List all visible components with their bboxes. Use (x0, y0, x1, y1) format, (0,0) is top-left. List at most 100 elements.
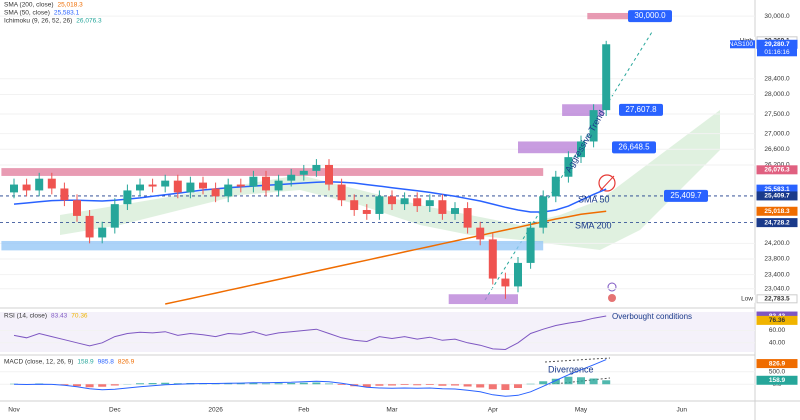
y-tick-label: 26,200.0 (764, 162, 790, 169)
x-tick-label: Dec (109, 407, 121, 414)
candle-body (186, 182, 195, 193)
y-tick-label: 28,000.0 (764, 91, 790, 98)
countdown: 01:16:16 (764, 49, 790, 56)
candle-body (488, 239, 497, 279)
pane-title: MACD (close, 12, 26, 9) (4, 359, 73, 366)
candle-body (564, 157, 573, 177)
rsi-line (13, 315, 607, 351)
candle-body (123, 190, 132, 205)
histogram-bar (148, 383, 157, 385)
price-label: 25,018.3 (764, 208, 790, 215)
overbought-band (0, 312, 755, 352)
x-tick-label: Apr (488, 407, 499, 414)
zone (1, 168, 544, 176)
highlight-arrow (599, 175, 615, 192)
candle-body (85, 215, 94, 238)
annotation-box (628, 10, 672, 23)
candle-body (539, 196, 548, 228)
candle-body (199, 182, 207, 189)
candle-body (589, 110, 598, 142)
price-tag: NAS100 (729, 41, 754, 48)
readout: 985.8 (98, 359, 115, 366)
candle-body (375, 196, 384, 214)
candle-body (362, 210, 371, 214)
y-tick-label: 24,200.0 (764, 240, 790, 247)
price-label: 26,076.3 (764, 167, 790, 174)
price-tag-box (730, 40, 755, 49)
annotation: 26,648.5 (618, 143, 650, 152)
legend-name: Ichimoku (9, 26, 52, 26) (4, 18, 72, 25)
note: Overbought conditions (612, 312, 692, 321)
histogram-bar (463, 384, 472, 387)
histogram-bar (236, 383, 245, 385)
histogram-bar (312, 382, 321, 385)
annotation-box (664, 189, 708, 202)
histogram-bar (476, 384, 485, 388)
candle-body (161, 180, 170, 187)
histogram-bar (488, 384, 497, 390)
candle-body (173, 180, 182, 193)
y-tick-label: 27,000.0 (764, 130, 790, 137)
y-tick-label: 500.0 (769, 368, 786, 375)
candle-body (551, 176, 560, 197)
zone (1, 240, 544, 251)
histogram-bar (161, 382, 170, 385)
sma-line (165, 210, 607, 305)
candle-body (312, 164, 321, 171)
histogram-bar (325, 383, 333, 385)
annotation-box (619, 103, 663, 116)
legend-name: SMA (50, close) (4, 10, 50, 17)
highlight-circle (598, 174, 616, 192)
readout: 826.9 (118, 359, 135, 366)
price-label-box (756, 206, 798, 216)
candle-body (236, 184, 245, 187)
candle-body (98, 227, 107, 238)
price-label: 25,583.1 (764, 186, 790, 193)
legend-name: SMA (200, close) (4, 2, 54, 9)
x-tick-label: Nov (8, 407, 20, 414)
y-tick-label: 60.00 (769, 327, 786, 334)
price-label-box (756, 191, 798, 201)
candle-body (35, 178, 44, 191)
zone (587, 12, 632, 20)
price-label: 76.36 (769, 317, 786, 324)
annotation: 25,409.7 (670, 191, 702, 200)
price-tag-box (730, 294, 755, 303)
candle-body (22, 184, 31, 191)
price-label: 22,783.5 (764, 296, 790, 303)
histogram-bar (438, 384, 447, 386)
price-label: 826.9 (769, 360, 786, 367)
price-label: 158.9 (769, 377, 786, 384)
candle-body (337, 184, 346, 201)
pane-title: RSI (14, close) (4, 313, 47, 320)
x-tick-label: Feb (298, 407, 310, 414)
histogram-bar (526, 383, 535, 385)
x-tick-label: Mar (386, 407, 398, 414)
candle-body (476, 227, 485, 240)
histogram-bar (501, 384, 510, 390)
candle-body (388, 196, 396, 205)
x-tick-label: 2026 (208, 407, 223, 414)
candle-body (350, 200, 359, 211)
price-label-box (756, 375, 798, 385)
histogram-bar (98, 384, 107, 387)
histogram-bar (249, 383, 258, 385)
candle-body (577, 141, 585, 158)
candle-body (501, 278, 510, 287)
candle-body (262, 176, 270, 191)
candle-body (47, 178, 56, 189)
y-tick-label: 30,000.0 (764, 13, 790, 20)
price-label-box (756, 315, 798, 325)
histogram-bar (375, 384, 384, 386)
histogram-bar (136, 383, 144, 385)
note: SMA 50 (578, 194, 610, 204)
candle-body (287, 174, 296, 181)
histogram-bar (173, 383, 182, 385)
x-tick-label: May (575, 407, 588, 414)
histogram-bar (274, 383, 283, 385)
candle-body (60, 188, 69, 201)
histogram-bar (413, 384, 422, 386)
histogram-bar (425, 384, 434, 385)
price-label-box (756, 359, 798, 369)
